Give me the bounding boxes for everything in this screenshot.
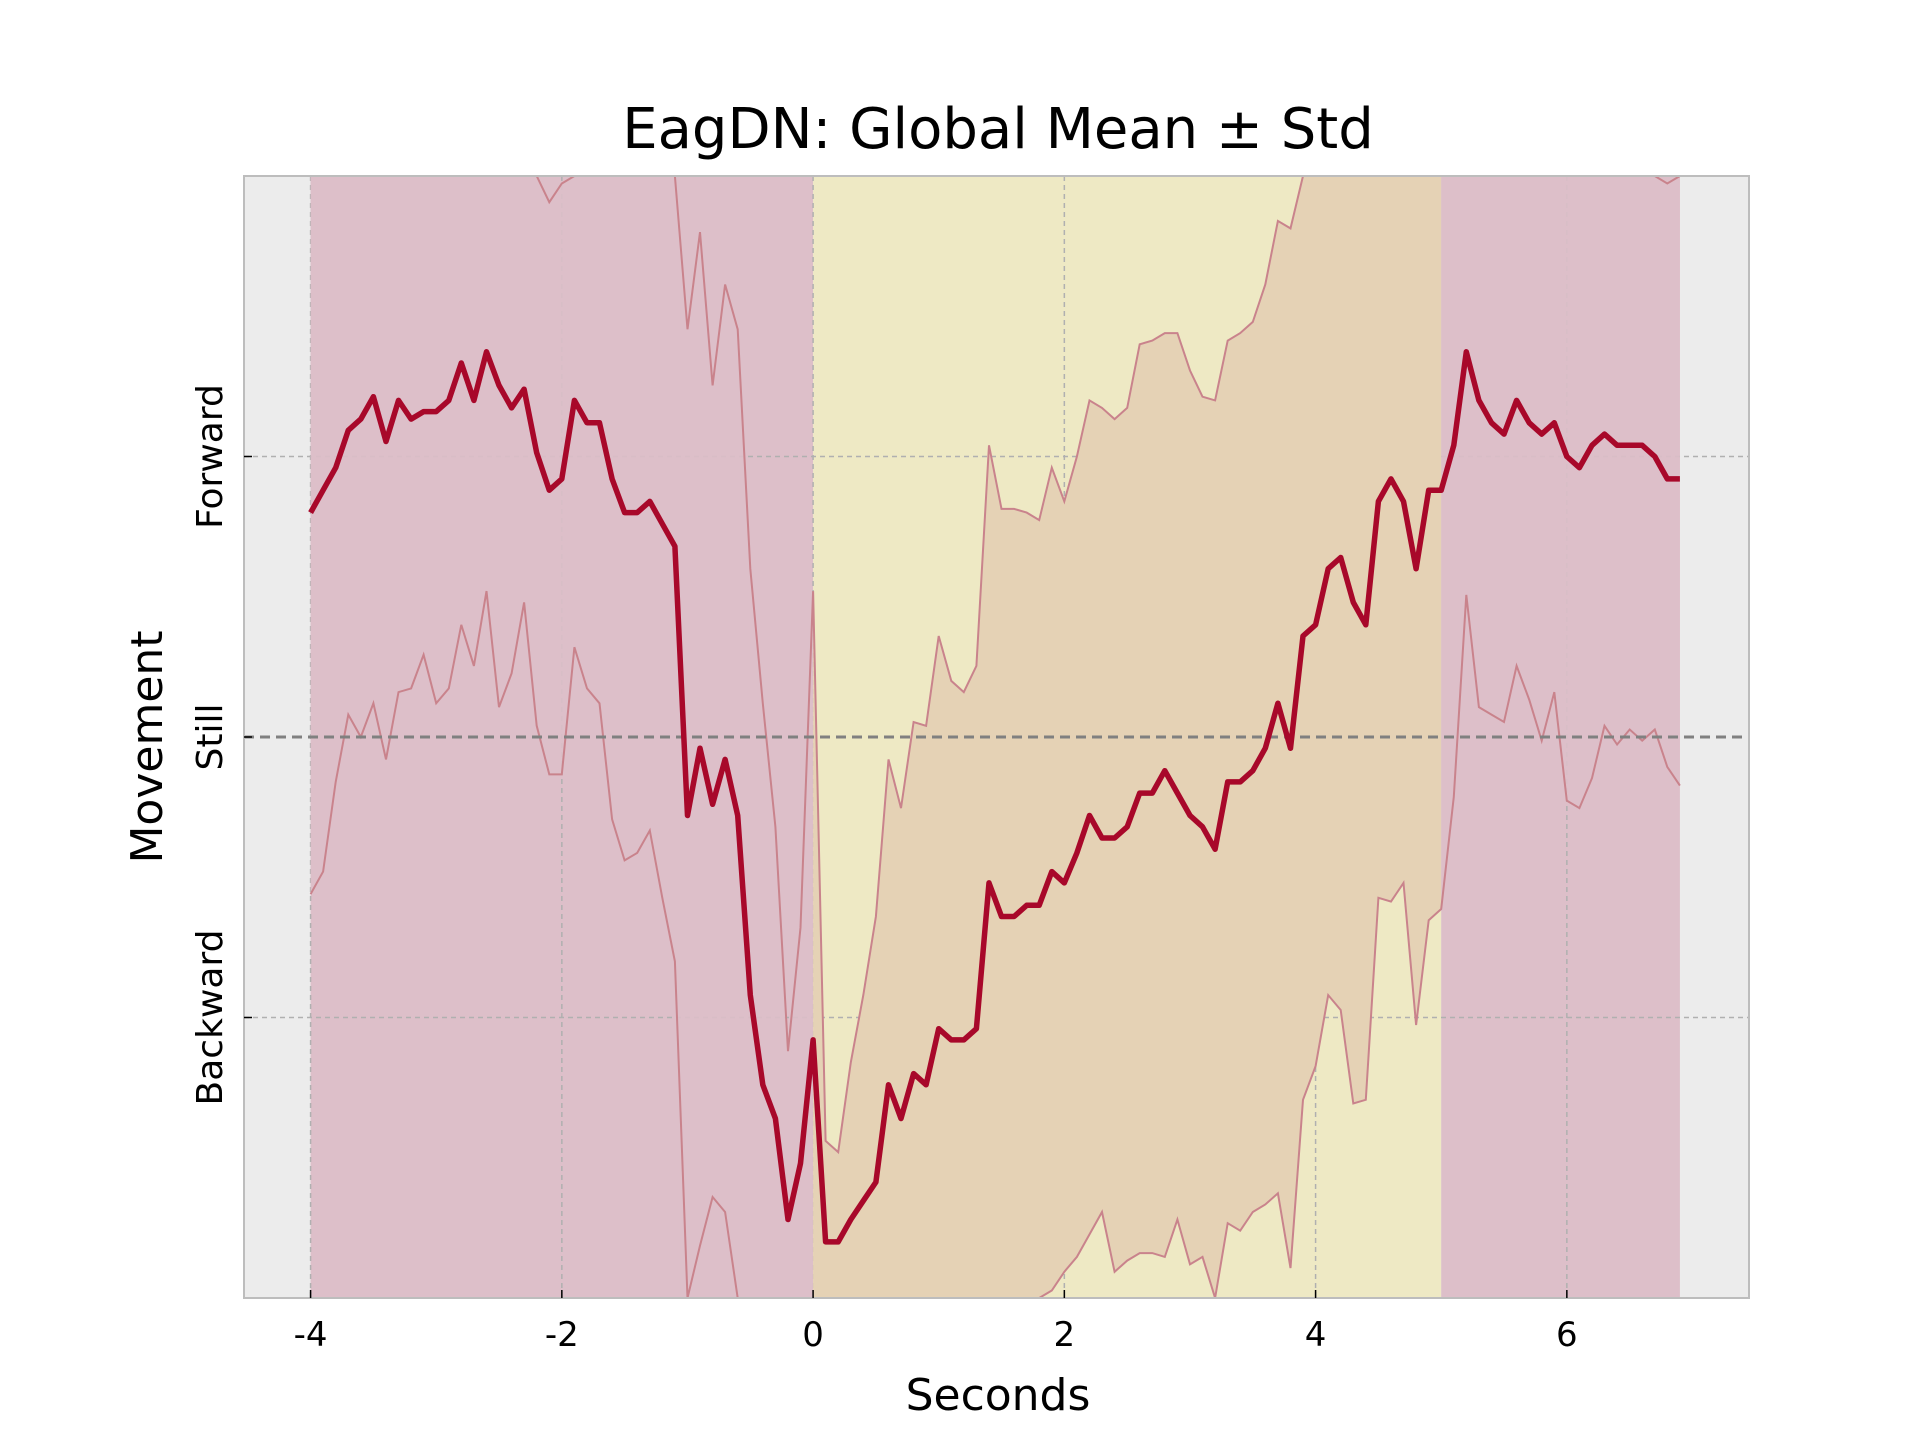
- chart-title: EagDN: Global Mean ± Std: [622, 97, 1374, 162]
- x-tick-label: -4: [294, 1315, 328, 1355]
- std-upper-line: [310, 176, 1681, 1155]
- x-tick-label: -2: [545, 1315, 579, 1355]
- std-lower-line: [309, 590, 1681, 1298]
- x-tick-label: 2: [1054, 1315, 1076, 1355]
- x-tick-label: 4: [1305, 1315, 1327, 1355]
- x-axis-title: Seconds: [906, 1370, 1091, 1421]
- std-band-fill: [310, 176, 814, 1298]
- y-axis-title: Movement: [122, 630, 173, 863]
- x-tick-label: 6: [1556, 1315, 1578, 1355]
- mean-line: [308, 349, 1680, 1245]
- y-tick-label: Forward: [190, 384, 231, 529]
- std-band-fill: [1441, 176, 1680, 909]
- plot-inner: [244, 176, 1749, 1298]
- x-tick-label: 0: [802, 1315, 824, 1355]
- y-tick-label: Still: [190, 704, 231, 771]
- y-tick-label: Backward: [190, 930, 231, 1106]
